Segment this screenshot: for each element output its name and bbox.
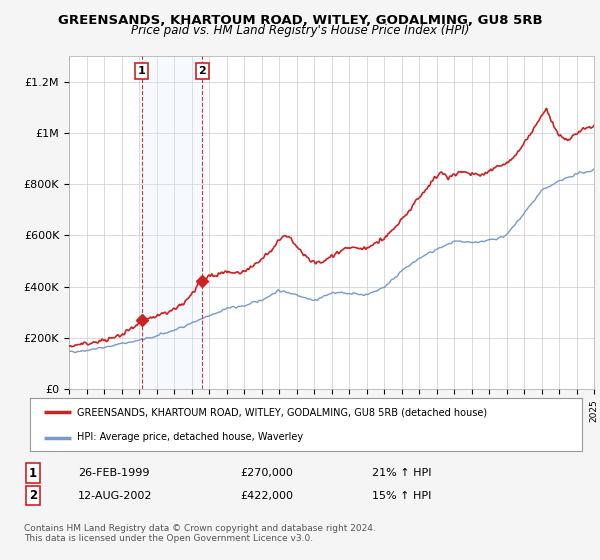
Text: 15% ↑ HPI: 15% ↑ HPI	[372, 491, 431, 501]
Text: Price paid vs. HM Land Registry's House Price Index (HPI): Price paid vs. HM Land Registry's House …	[131, 24, 469, 37]
Text: 1: 1	[138, 66, 146, 76]
Text: 1: 1	[29, 466, 37, 480]
Text: £270,000: £270,000	[240, 468, 293, 478]
Text: GREENSANDS, KHARTOUM ROAD, WITLEY, GODALMING, GU8 5RB: GREENSANDS, KHARTOUM ROAD, WITLEY, GODAL…	[58, 14, 542, 27]
Text: 2: 2	[29, 489, 37, 502]
Text: 21% ↑ HPI: 21% ↑ HPI	[372, 468, 431, 478]
Text: GREENSANDS, KHARTOUM ROAD, WITLEY, GODALMING, GU8 5RB (detached house): GREENSANDS, KHARTOUM ROAD, WITLEY, GODAL…	[77, 408, 487, 418]
Text: Contains HM Land Registry data © Crown copyright and database right 2024.: Contains HM Land Registry data © Crown c…	[24, 524, 376, 533]
Text: 2: 2	[199, 66, 206, 76]
Text: 26-FEB-1999: 26-FEB-1999	[78, 468, 149, 478]
Text: This data is licensed under the Open Government Licence v3.0.: This data is licensed under the Open Gov…	[24, 534, 313, 543]
Bar	[142, 56, 202, 389]
Text: 12-AUG-2002: 12-AUG-2002	[78, 491, 152, 501]
Text: £422,000: £422,000	[240, 491, 293, 501]
Text: HPI: Average price, detached house, Waverley: HPI: Average price, detached house, Wave…	[77, 432, 303, 442]
